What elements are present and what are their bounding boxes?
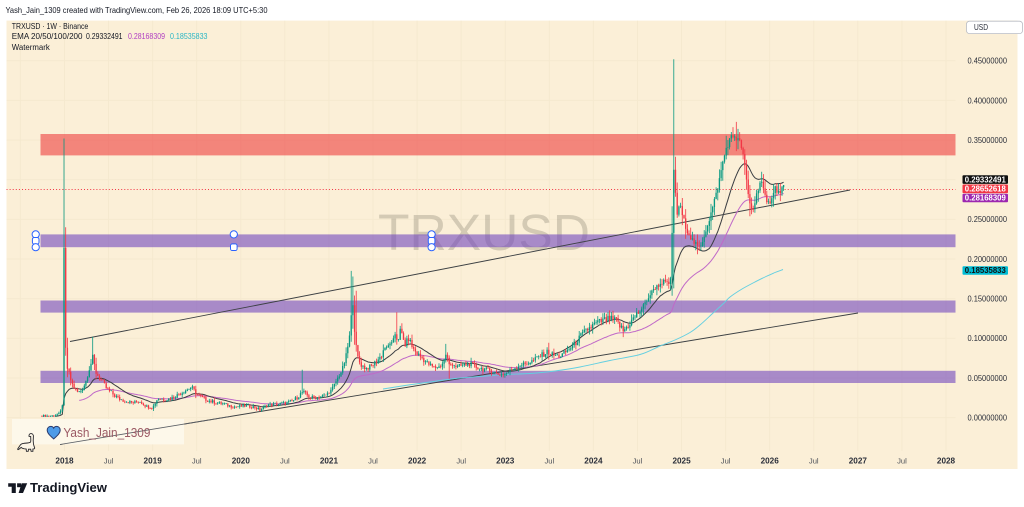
- svg-text:Jul: Jul: [544, 456, 554, 465]
- svg-text:EMA 20/50/100/200: EMA 20/50/100/200: [12, 31, 83, 41]
- svg-text:Yash_Jain_1309 created with Tr: Yash_Jain_1309 created with TradingView.…: [6, 5, 268, 15]
- svg-text:TradingView: TradingView: [30, 480, 108, 495]
- svg-text:0.05000000: 0.05000000: [968, 374, 1008, 383]
- svg-text:0.25000000: 0.25000000: [968, 215, 1008, 224]
- svg-text:0.28168309: 0.28168309: [128, 31, 165, 41]
- svg-text:0.35000000: 0.35000000: [968, 136, 1008, 145]
- svg-text:0.18535833: 0.18535833: [170, 31, 208, 41]
- svg-text:0.40000000: 0.40000000: [968, 96, 1008, 105]
- svg-text:0.00000000: 0.00000000: [968, 413, 1008, 422]
- svg-text:0.10000000: 0.10000000: [968, 334, 1008, 343]
- svg-text:Jul: Jul: [809, 456, 819, 465]
- svg-text:USD: USD: [974, 23, 988, 32]
- svg-text:TRXUSD: TRXUSD: [378, 204, 590, 261]
- svg-text:0.20000000: 0.20000000: [968, 255, 1008, 264]
- svg-text:0.29332491: 0.29332491: [86, 31, 123, 41]
- svg-text:Jul: Jul: [897, 456, 907, 465]
- svg-text:2026: 2026: [761, 457, 780, 466]
- svg-text:Yash_Jain_1309: Yash_Jain_1309: [63, 426, 150, 440]
- svg-text:0.28652618: 0.28652618: [965, 185, 1006, 194]
- svg-text:2023: 2023: [496, 457, 515, 466]
- svg-text:Watermark: Watermark: [12, 42, 51, 52]
- svg-text:0.29332491: 0.29332491: [965, 175, 1006, 184]
- svg-text:2018: 2018: [55, 457, 74, 466]
- svg-text:2019: 2019: [144, 457, 163, 466]
- svg-text:0.45000000: 0.45000000: [968, 57, 1008, 66]
- svg-text:0.28168309: 0.28168309: [965, 194, 1006, 203]
- svg-text:2024: 2024: [584, 457, 603, 466]
- svg-text:Jul: Jul: [633, 456, 643, 465]
- svg-text:Jul: Jul: [721, 456, 731, 465]
- svg-text:2022: 2022: [408, 457, 427, 466]
- svg-text:Jul: Jul: [104, 456, 114, 465]
- svg-text:0.18535833: 0.18535833: [965, 266, 1006, 275]
- svg-text:Jul: Jul: [192, 456, 202, 465]
- svg-text:Jul: Jul: [368, 456, 378, 465]
- svg-text:2021: 2021: [320, 457, 339, 466]
- svg-text:2028: 2028: [937, 457, 956, 466]
- svg-text:Jul: Jul: [456, 456, 466, 465]
- svg-text:Jul: Jul: [280, 456, 290, 465]
- svg-text:2025: 2025: [672, 457, 691, 466]
- svg-text:0.15000000: 0.15000000: [968, 295, 1008, 304]
- svg-text:2027: 2027: [849, 457, 868, 466]
- svg-text:2020: 2020: [232, 457, 251, 466]
- svg-text:TRXUSD · 1W · Binance: TRXUSD · 1W · Binance: [12, 21, 89, 31]
